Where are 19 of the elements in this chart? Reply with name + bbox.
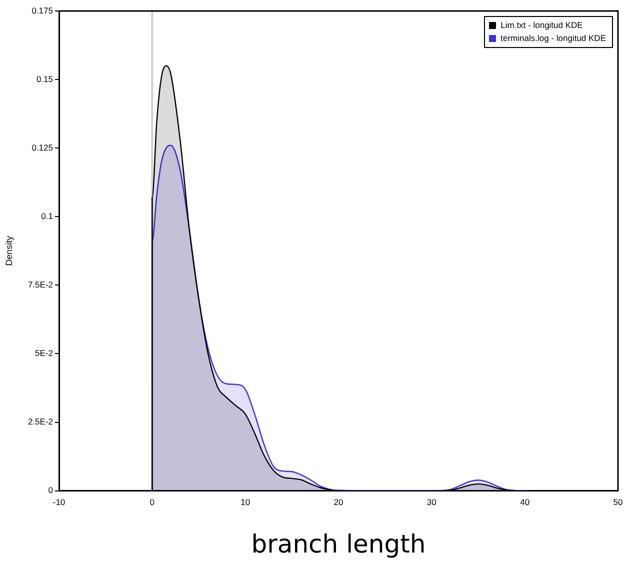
x-tick-label: 0 <box>150 497 155 508</box>
y-tick-label: 0.1 <box>41 210 54 221</box>
y-tick-label: 5E-2 <box>35 348 54 358</box>
legend-label: terminals.log - longitud KDE <box>500 32 606 45</box>
y-tick-label: 2.5E-2 <box>28 416 54 427</box>
y-axis-title: Density <box>4 235 14 266</box>
y-tick-label: 7.5E-2 <box>28 280 54 290</box>
x-tick-label: 40 <box>520 497 530 508</box>
legend-label: Lim.txt - longitud KDE <box>500 19 583 32</box>
y-tick-label: 0.125 <box>32 142 54 152</box>
y-tick-label: 0.175 <box>32 5 54 16</box>
y-tick-label: 0 <box>48 485 54 496</box>
x-tick-label: 50 <box>613 497 623 508</box>
x-tick-label: 30 <box>426 497 437 508</box>
x-tick-label: 10 <box>240 497 250 508</box>
y-tick-label: 0.15 <box>36 74 54 84</box>
x-tick-label: -10 <box>52 497 66 508</box>
x-tick-label: 20 <box>334 497 344 508</box>
x-axis-title: branch length <box>251 530 426 558</box>
